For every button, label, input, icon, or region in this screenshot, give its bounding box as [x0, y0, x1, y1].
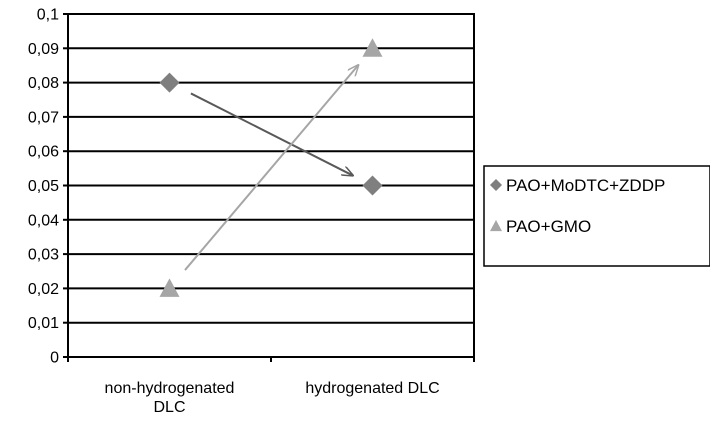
x-category-label: non-hydrogenated DLC: [105, 380, 235, 416]
legend-marker-diamond: [490, 179, 502, 191]
y-tick-label: 0,07: [28, 109, 59, 126]
y-tick-label: 0,03: [28, 247, 59, 264]
y-tick-label: 0,02: [28, 281, 59, 298]
plot-area: 0 0,01 0,02 0,03 0,04 0,05 0,06 0,07 0,08 0,09 0,1…: [28, 7, 475, 416]
data-point-triangle: [159, 278, 180, 297]
legend-label: PAO+GMO: [506, 217, 591, 236]
y-tick-label: 0: [50, 350, 59, 367]
y-tick-label: 0,06: [28, 144, 59, 161]
y-tick-label: 0,09: [28, 41, 59, 58]
y-tick-label: 0,04: [28, 212, 59, 229]
data-point-diamond: [362, 175, 383, 196]
legend-box: [483, 165, 710, 267]
y-tick-label: 0,05: [28, 178, 59, 195]
x-category-label: hydrogenated DLC: [305, 380, 439, 397]
data-point-triangle: [362, 38, 383, 57]
data-point-diamond: [159, 72, 180, 93]
y-tick-label: 0,08: [28, 75, 59, 92]
legend: PAO+MoDTC+ZDDP PAO+GMO: [483, 165, 710, 267]
trend-arrow: [190, 92, 353, 175]
trend-arrow: [184, 65, 358, 271]
y-tick-label: 0,01: [28, 315, 59, 332]
y-tick-label: 0,1: [37, 7, 59, 24]
legend-marker-triangle: [490, 220, 502, 232]
legend-label: PAO+MoDTC+ZDDP: [506, 176, 665, 195]
